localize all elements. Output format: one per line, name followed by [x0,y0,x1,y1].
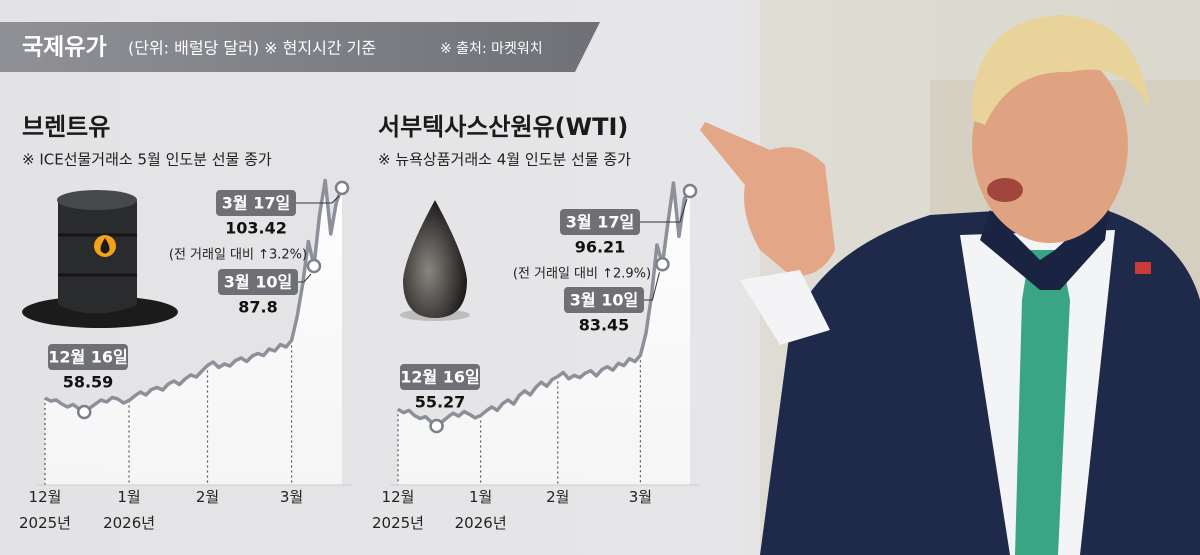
x-tick-label: 1월 2026년 [103,488,155,532]
annotation-box [564,287,644,313]
annotation-box [48,344,128,370]
photo [700,0,1200,555]
data-label: 58.59 [63,373,114,392]
data-label: 103.42 [225,219,287,238]
x-tick-label: 12월 2025년 [19,488,71,532]
annotation-box [400,364,480,390]
x-tick-label: 2월 [196,488,219,506]
chart-title: 브렌트유 [22,113,110,141]
x-tick-label: 3월 [629,488,652,506]
oil-barrel-icon [22,190,178,328]
annotation-date: 3월 17일 [222,194,290,213]
annotation-box [216,190,296,216]
price-line [397,181,692,428]
annotation-date: 12월 16일 [400,368,480,387]
annotation-point [682,183,698,199]
oil-drop-icon [400,200,470,321]
price-line [44,178,344,414]
data-label: 96.21 [575,238,626,257]
annotation-note: (전 거래일 대비 ↑2.9%) [513,267,651,282]
header-title: 국제유가 [22,35,107,61]
data-label: 87.8 [238,298,277,317]
annotation-date: 3월 17일 [566,213,634,232]
x-tick-label: 3월 [280,488,303,506]
annotation-box [560,209,640,235]
annotation-arrow [640,198,688,223]
annotation-point [334,180,350,196]
header-band [0,22,600,72]
annotation-arrow [296,195,340,204]
annotation-point [306,258,322,274]
header-unit: (단위: 배럴당 달러) ※ 현지시간 기준 [128,39,376,58]
annotation-date: 3월 10일 [224,273,292,292]
header-source: ※ 출처: 마켓워치 [440,41,543,57]
data-label: 55.27 [415,393,466,412]
x-tick-label: 2월 [546,488,569,506]
chart-subtitle: ※ ICE선물거래소 5월 인도분 선물 종가 [22,151,272,169]
chart-subtitle: ※ 뉴욕상품거래소 4월 인도분 선물 종가 [378,151,631,169]
annotation-box [218,269,298,295]
annotation-date: 3월 10일 [570,291,638,310]
annotation-arrow [298,273,312,283]
annotation-note: (전 거래일 대비 ↑3.2%) [169,248,307,263]
annotation-arrow [644,272,660,301]
chart-title: 서부텍사스산원유(WTI) [378,113,628,141]
annotation-point [655,257,670,272]
annotation-point [429,418,444,434]
x-tick-label: 12월 2025년 [372,488,424,532]
area [398,183,690,485]
annotation-point [76,404,92,420]
x-tick-label: 1월 2026년 [455,488,507,532]
annotation-date: 12월 16일 [48,348,128,367]
data-label: 83.45 [579,316,630,335]
area [45,180,342,485]
